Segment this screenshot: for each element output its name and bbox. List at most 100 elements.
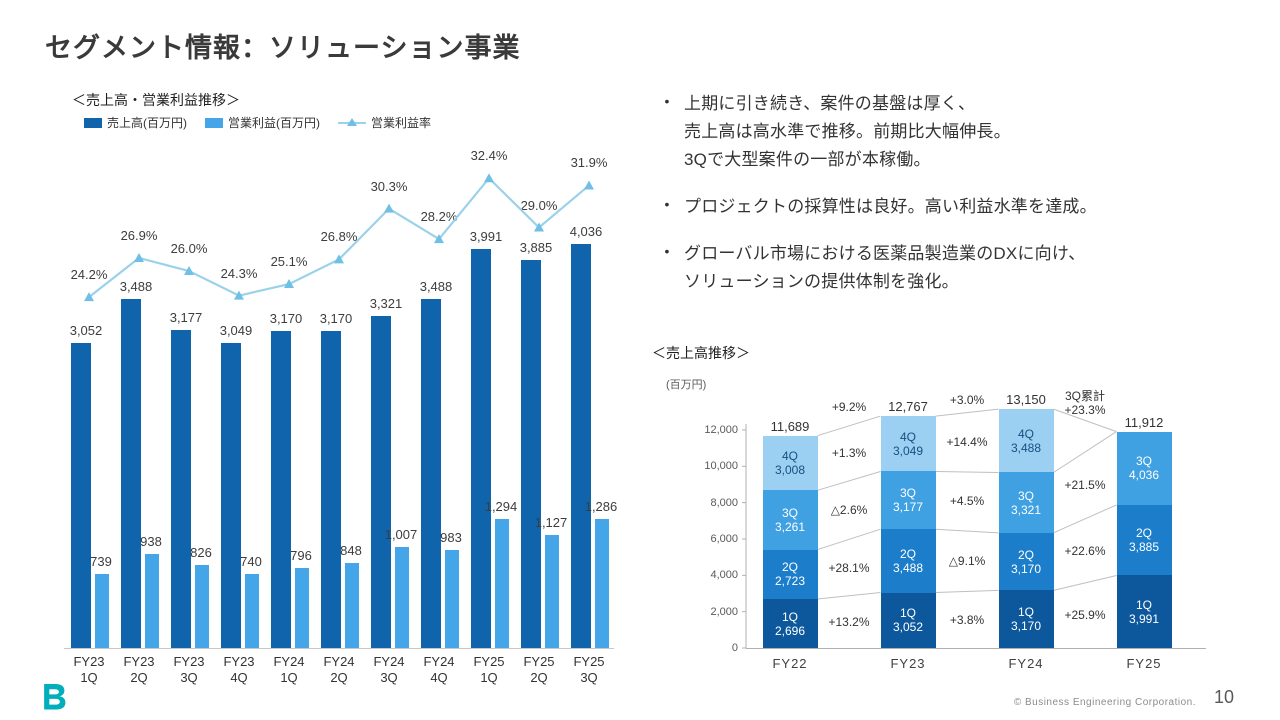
margin-value-label: 25.1% xyxy=(270,254,308,270)
sales-swatch-icon xyxy=(84,117,102,128)
profit-value-label: 739 xyxy=(90,554,112,570)
sales-value-label: 4,036 xyxy=(569,224,603,240)
right-chart-heading: ＜売上高推移＞ xyxy=(652,345,750,361)
sales-value-label: 3,170 xyxy=(319,311,353,326)
bullet-text: グローバル市場における医薬品製造業のDXに向け、 ソリューションの提供体制を強化。 xyxy=(684,244,1086,292)
sales-bar xyxy=(520,259,541,648)
margin-value-label: 24.3% xyxy=(220,265,258,281)
margin-value-label: 28.2% xyxy=(420,209,458,225)
profit-bar xyxy=(494,518,509,648)
sales-bar xyxy=(320,331,341,648)
connector-line xyxy=(935,589,999,594)
triangle-marker-icon xyxy=(384,203,394,213)
legend-item-sales: 売上高(百万円) xyxy=(84,114,187,131)
bullet-marker-icon: • xyxy=(664,196,670,213)
bullet-item: • グローバル市場における医薬品製造業のDXに向け、 ソリューションの提供体制を強化… xyxy=(650,240,1240,296)
triangle-marker-icon xyxy=(434,234,444,244)
margin-value-label: 26.9% xyxy=(120,227,158,243)
connector-line xyxy=(817,415,881,437)
profit-bar xyxy=(344,563,359,648)
connector-line xyxy=(1053,431,1117,473)
left-chart-x-axis: FY23 1Q FY23 2Q FY23 3Q FY23 4Q FY24 1Q FY24 2Q FY24… xyxy=(64,654,614,686)
page-title: セグメント情報：ソリューション事業 xyxy=(45,33,521,63)
profit-bar xyxy=(244,574,259,648)
profit-bar xyxy=(194,565,209,648)
margin-value-label: 31.9% xyxy=(570,155,608,171)
margin-value-label: 26.0% xyxy=(170,241,208,256)
triangle-marker-icon xyxy=(134,252,144,262)
sales-bar xyxy=(470,248,491,648)
connector-line xyxy=(935,470,999,473)
triangle-marker-icon xyxy=(534,222,544,232)
margin-value-label: 32.4% xyxy=(470,148,508,164)
x-axis-label: FY24 4Q xyxy=(423,654,455,685)
profit-bar xyxy=(94,574,109,648)
sales-value-label: 3,177 xyxy=(169,310,203,326)
sales-bar xyxy=(70,342,91,648)
bullet-item: • プロジェクトの採算性は良好。高い利益水準を達成。 xyxy=(650,193,1240,221)
sales-value-label: 3,321 xyxy=(369,295,403,311)
sales-value-label: 3,049 xyxy=(219,323,253,339)
margin-value-label: 26.8% xyxy=(320,229,358,245)
sales-value-label: 3,052 xyxy=(69,322,103,338)
profit-swatch-icon xyxy=(205,117,223,128)
x-axis-label: FY23 4Q xyxy=(223,654,255,685)
sales-bar xyxy=(420,299,441,648)
profit-value-label: 983 xyxy=(440,529,462,545)
margin-line-icon xyxy=(338,117,366,129)
profit-value-label: 848 xyxy=(340,543,362,559)
sales-value-label: 3,488 xyxy=(419,279,453,295)
sales-bar xyxy=(220,343,241,648)
profit-value-label: 1,127 xyxy=(534,515,568,531)
profit-bar xyxy=(594,519,609,648)
profit-value-label: 740 xyxy=(240,554,262,569)
triangle-marker-icon xyxy=(484,173,494,183)
x-axis-label: FY23 1Q xyxy=(73,654,105,685)
sales-value-label: 3,885 xyxy=(519,239,553,255)
sales-value-label: 3,170 xyxy=(269,311,303,326)
profit-value-label: 1,007 xyxy=(384,527,418,543)
x-axis-label: FY23 3Q xyxy=(173,654,205,685)
x-axis-label: FY24 1Q xyxy=(273,654,305,685)
connector-line xyxy=(1053,504,1117,534)
profit-value-label: 826 xyxy=(190,545,212,561)
sales-profit-chart: 3,052 739 24.2% 3,488 938 26.9% 3,177 826 26.0% 3… xyxy=(64,140,617,649)
profit-bar xyxy=(144,554,159,648)
connector-line xyxy=(1053,408,1117,433)
profit-bar xyxy=(444,549,459,648)
triangle-marker-icon xyxy=(84,292,94,302)
connector-line xyxy=(817,528,881,551)
sales-bar xyxy=(270,331,291,648)
sales-bar xyxy=(170,330,191,648)
bullet-list: • 上期に引き続き、案件の基盤は厚く、 売上高は高水準で推移。前期比大幅伸長。 3Qで… xyxy=(650,90,1240,296)
margin-value-label: 30.3% xyxy=(370,178,408,194)
sales-bar xyxy=(570,244,591,648)
connector-line xyxy=(935,408,999,417)
bullet-text: 上期に引き続き、案件の基盤は厚く、 売上高は高水準で推移。前期比大幅伸長。 3Qで大… xyxy=(684,94,1011,170)
triangle-marker-icon xyxy=(584,180,594,190)
legend-item-profit: 営業利益(百万円) xyxy=(205,114,320,131)
x-axis-label: FY25 2Q xyxy=(523,654,555,685)
triangle-marker-icon xyxy=(284,279,294,289)
triangle-marker-icon xyxy=(334,254,344,264)
connector-line xyxy=(1053,575,1117,591)
left-chart-heading: ＜売上高・営業利益推移＞ xyxy=(72,92,240,108)
profit-bar xyxy=(394,547,409,648)
legend-label-sales: 売上高(百万円) xyxy=(107,116,187,130)
x-axis-label: FY23 2Q xyxy=(123,654,155,685)
triangle-marker-icon xyxy=(234,290,244,300)
legend-label-margin: 営業利益率 xyxy=(371,116,432,130)
profit-value-label: 1,294 xyxy=(484,498,518,514)
right-chart-unit: (百万円) xyxy=(666,379,707,391)
company-logo xyxy=(42,683,66,715)
connector-line xyxy=(817,592,881,600)
x-axis-label: FY25 3Q xyxy=(573,654,605,685)
connector-line xyxy=(935,528,999,534)
bullet-item: • 上期に引き続き、案件の基盤は厚く、 売上高は高水準で推移。前期比大幅伸長。 3Qで… xyxy=(650,90,1240,174)
profit-value-label: 796 xyxy=(290,548,312,564)
bullet-text: プロジェクトの採算性は良好。高い利益水準を達成。 xyxy=(684,197,1097,217)
margin-value-label: 24.2% xyxy=(70,267,108,283)
left-chart-legend: 売上高(百万円) 営業利益(百万円) 営業利益率 xyxy=(84,114,431,131)
